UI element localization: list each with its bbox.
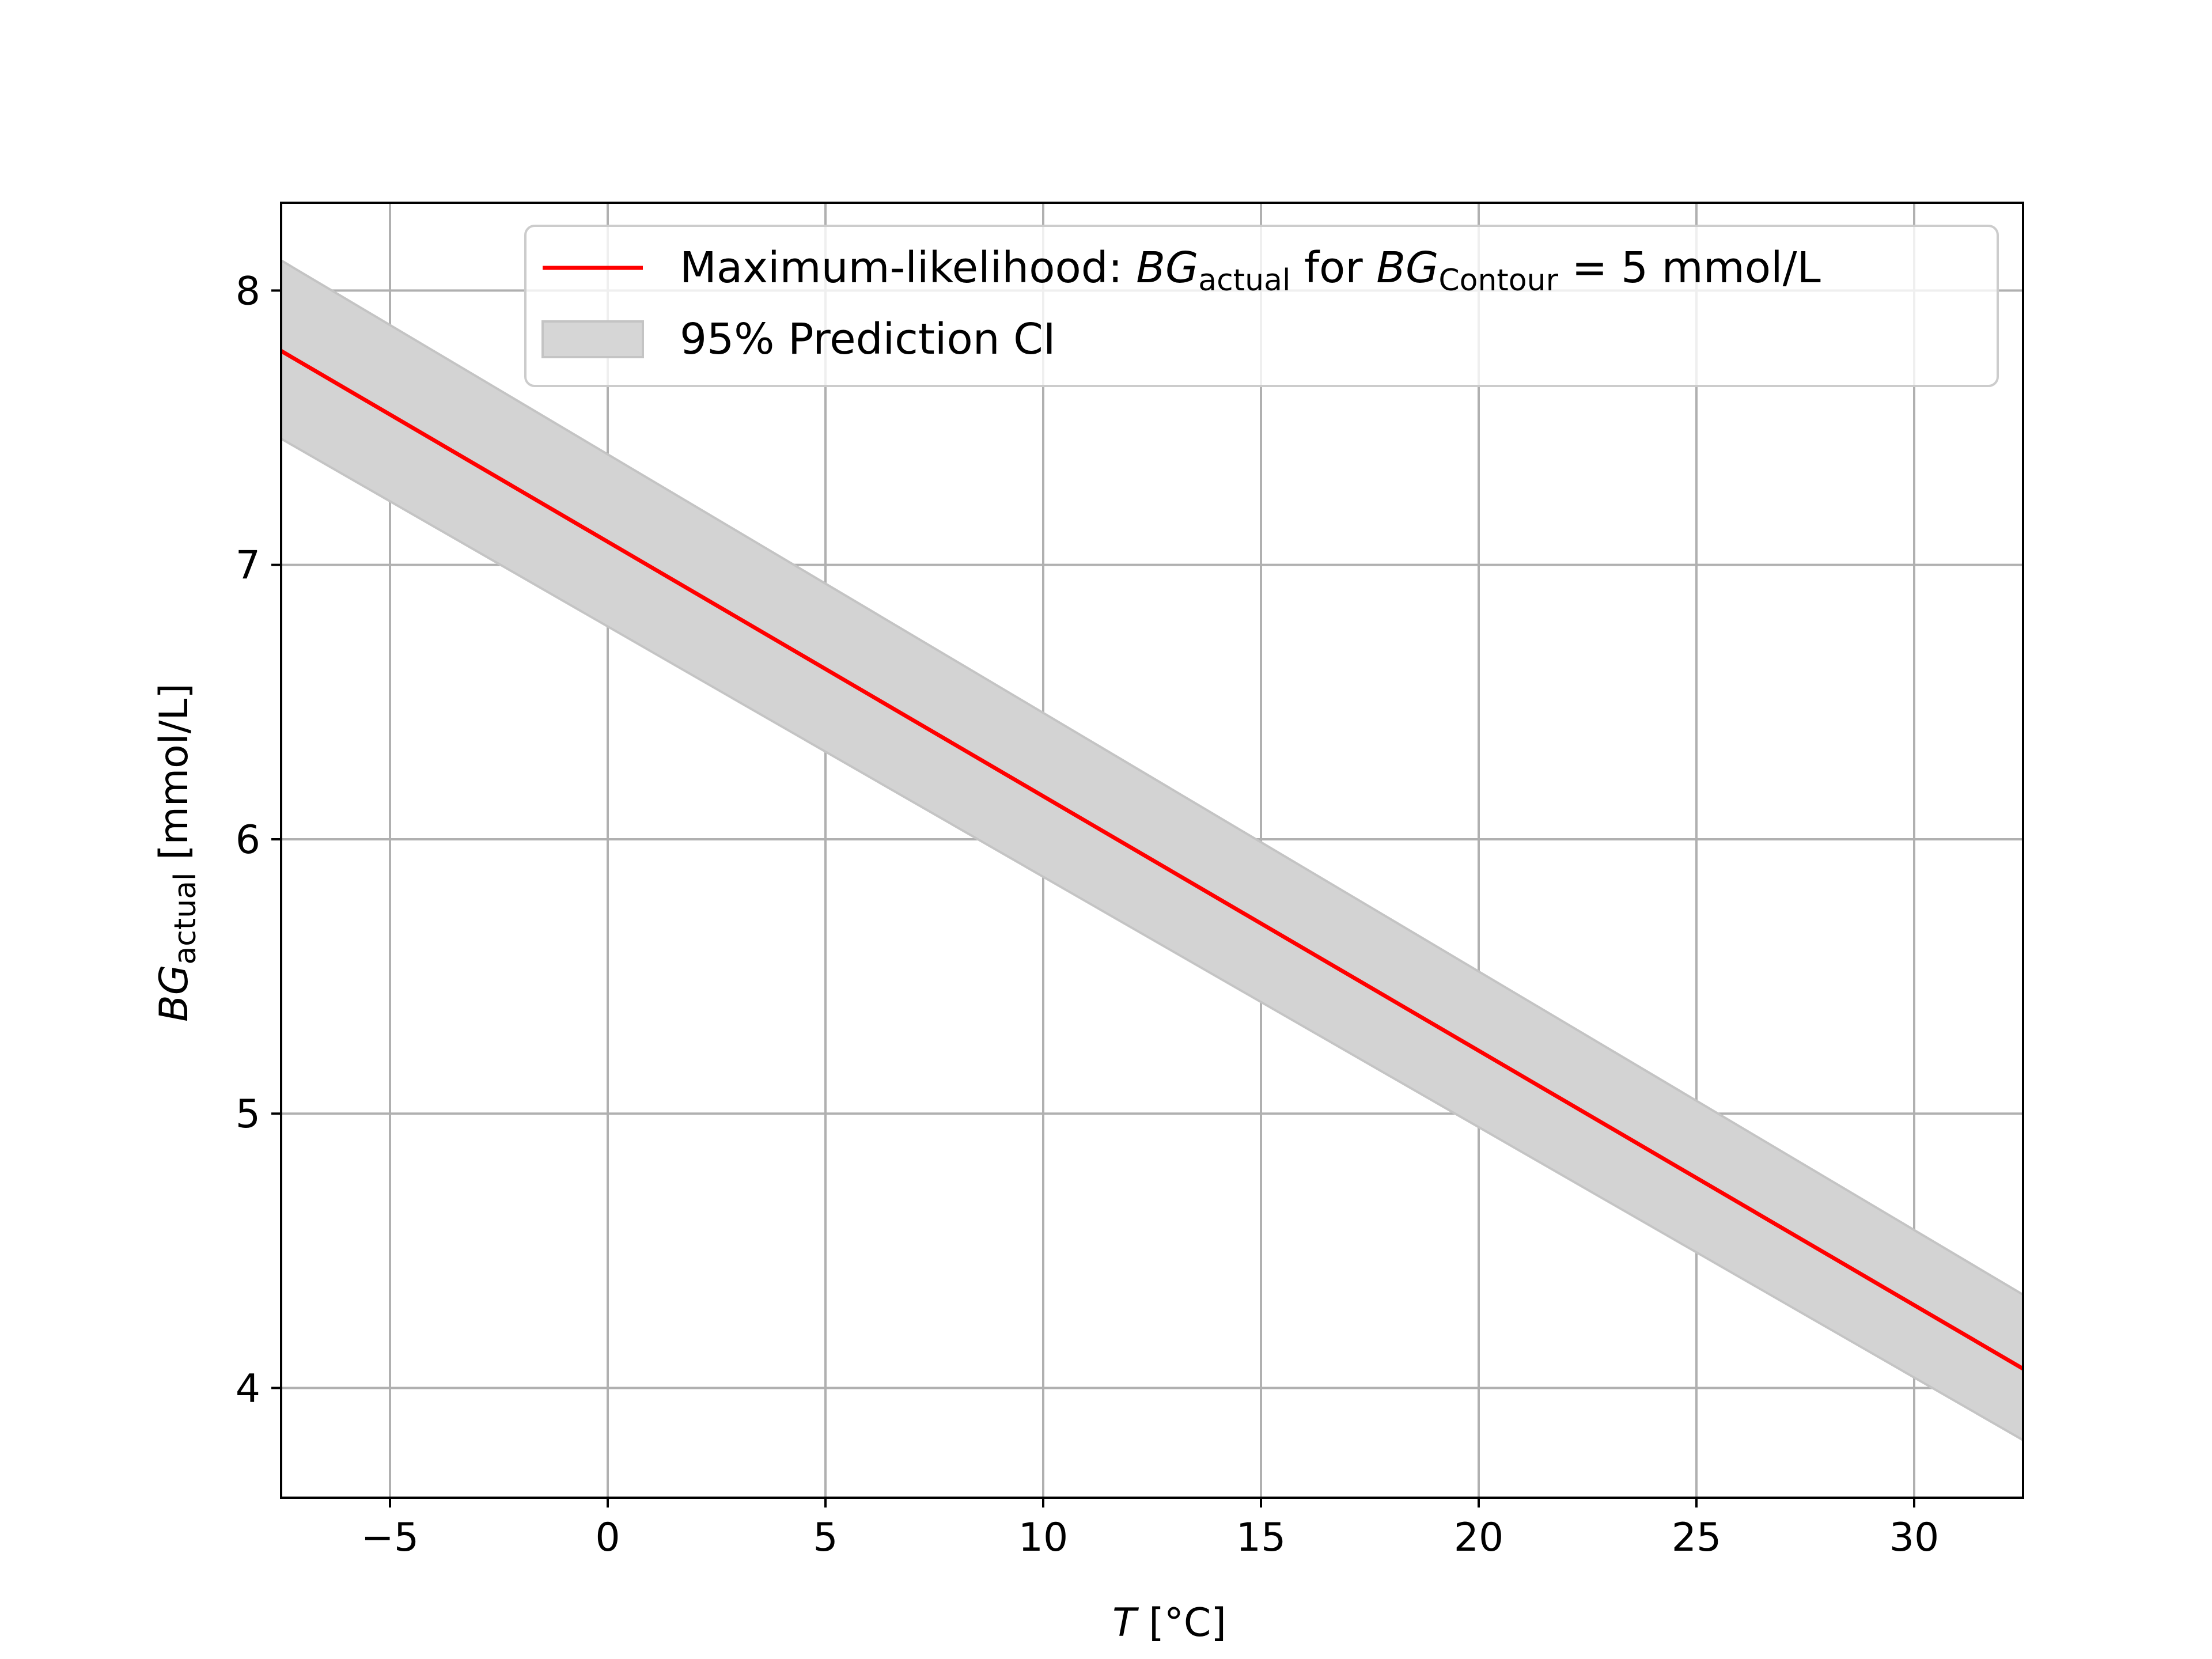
axis-ticks: −5 0 5 10 15 20 25 30 4 5 6 7 8 [236,268,1940,1560]
y-axis-sub: actual [168,872,203,964]
legend-ml-label: Maximum-likelihood: BGactual for BGConto… [680,243,1821,298]
y-tick-label-4: 8 [236,268,260,314]
y-tick-label-3: 7 [236,543,260,589]
legend-ml-suffix: = 5 mmol/L [1558,243,1821,293]
x-tick-label-7: 30 [1889,1515,1940,1560]
legend-band-swatch [541,320,644,358]
y-axis-label: BGactual [mmol/L] [151,683,203,1022]
legend-ml-middle: for [1290,243,1376,293]
y-tick-label-0: 4 [236,1366,260,1411]
x-axis-unit: [°C] [1137,1600,1226,1646]
y-tick-label-1: 5 [236,1092,260,1137]
plot-frame [280,202,2024,1499]
legend-ml-var1: BG [1136,243,1198,293]
legend-ci-label: 95% Prediction CI [680,315,1056,364]
legend-ml-var2: BG [1376,243,1438,293]
x-tick-label-4: 15 [1236,1515,1286,1560]
x-tick-label-1: 0 [595,1515,620,1560]
x-tick-label-0: −5 [361,1515,419,1560]
ml-series-line [280,349,2024,1371]
x-tick-label-3: 10 [1018,1515,1069,1560]
x-tick-label-6: 25 [1672,1515,1722,1560]
y-axis-unit: [mmol/L] [151,683,197,872]
x-axis-label: T [°C] [1112,1600,1226,1646]
legend-ml-prefix: Maximum-likelihood: [680,243,1136,293]
legend: Maximum-likelihood: BGactual for BGConto… [524,225,1999,387]
y-axis-var: BG [151,965,197,1022]
x-tick-label-5: 20 [1454,1515,1504,1560]
legend-box [524,225,1999,387]
y-tick-label-2: 6 [236,817,260,863]
legend-ml-sub2: Contour [1438,263,1558,298]
x-axis-var: T [1112,1600,1139,1646]
legend-ml-sub1: actual [1198,263,1290,298]
x-tick-label-2: 5 [813,1515,838,1560]
